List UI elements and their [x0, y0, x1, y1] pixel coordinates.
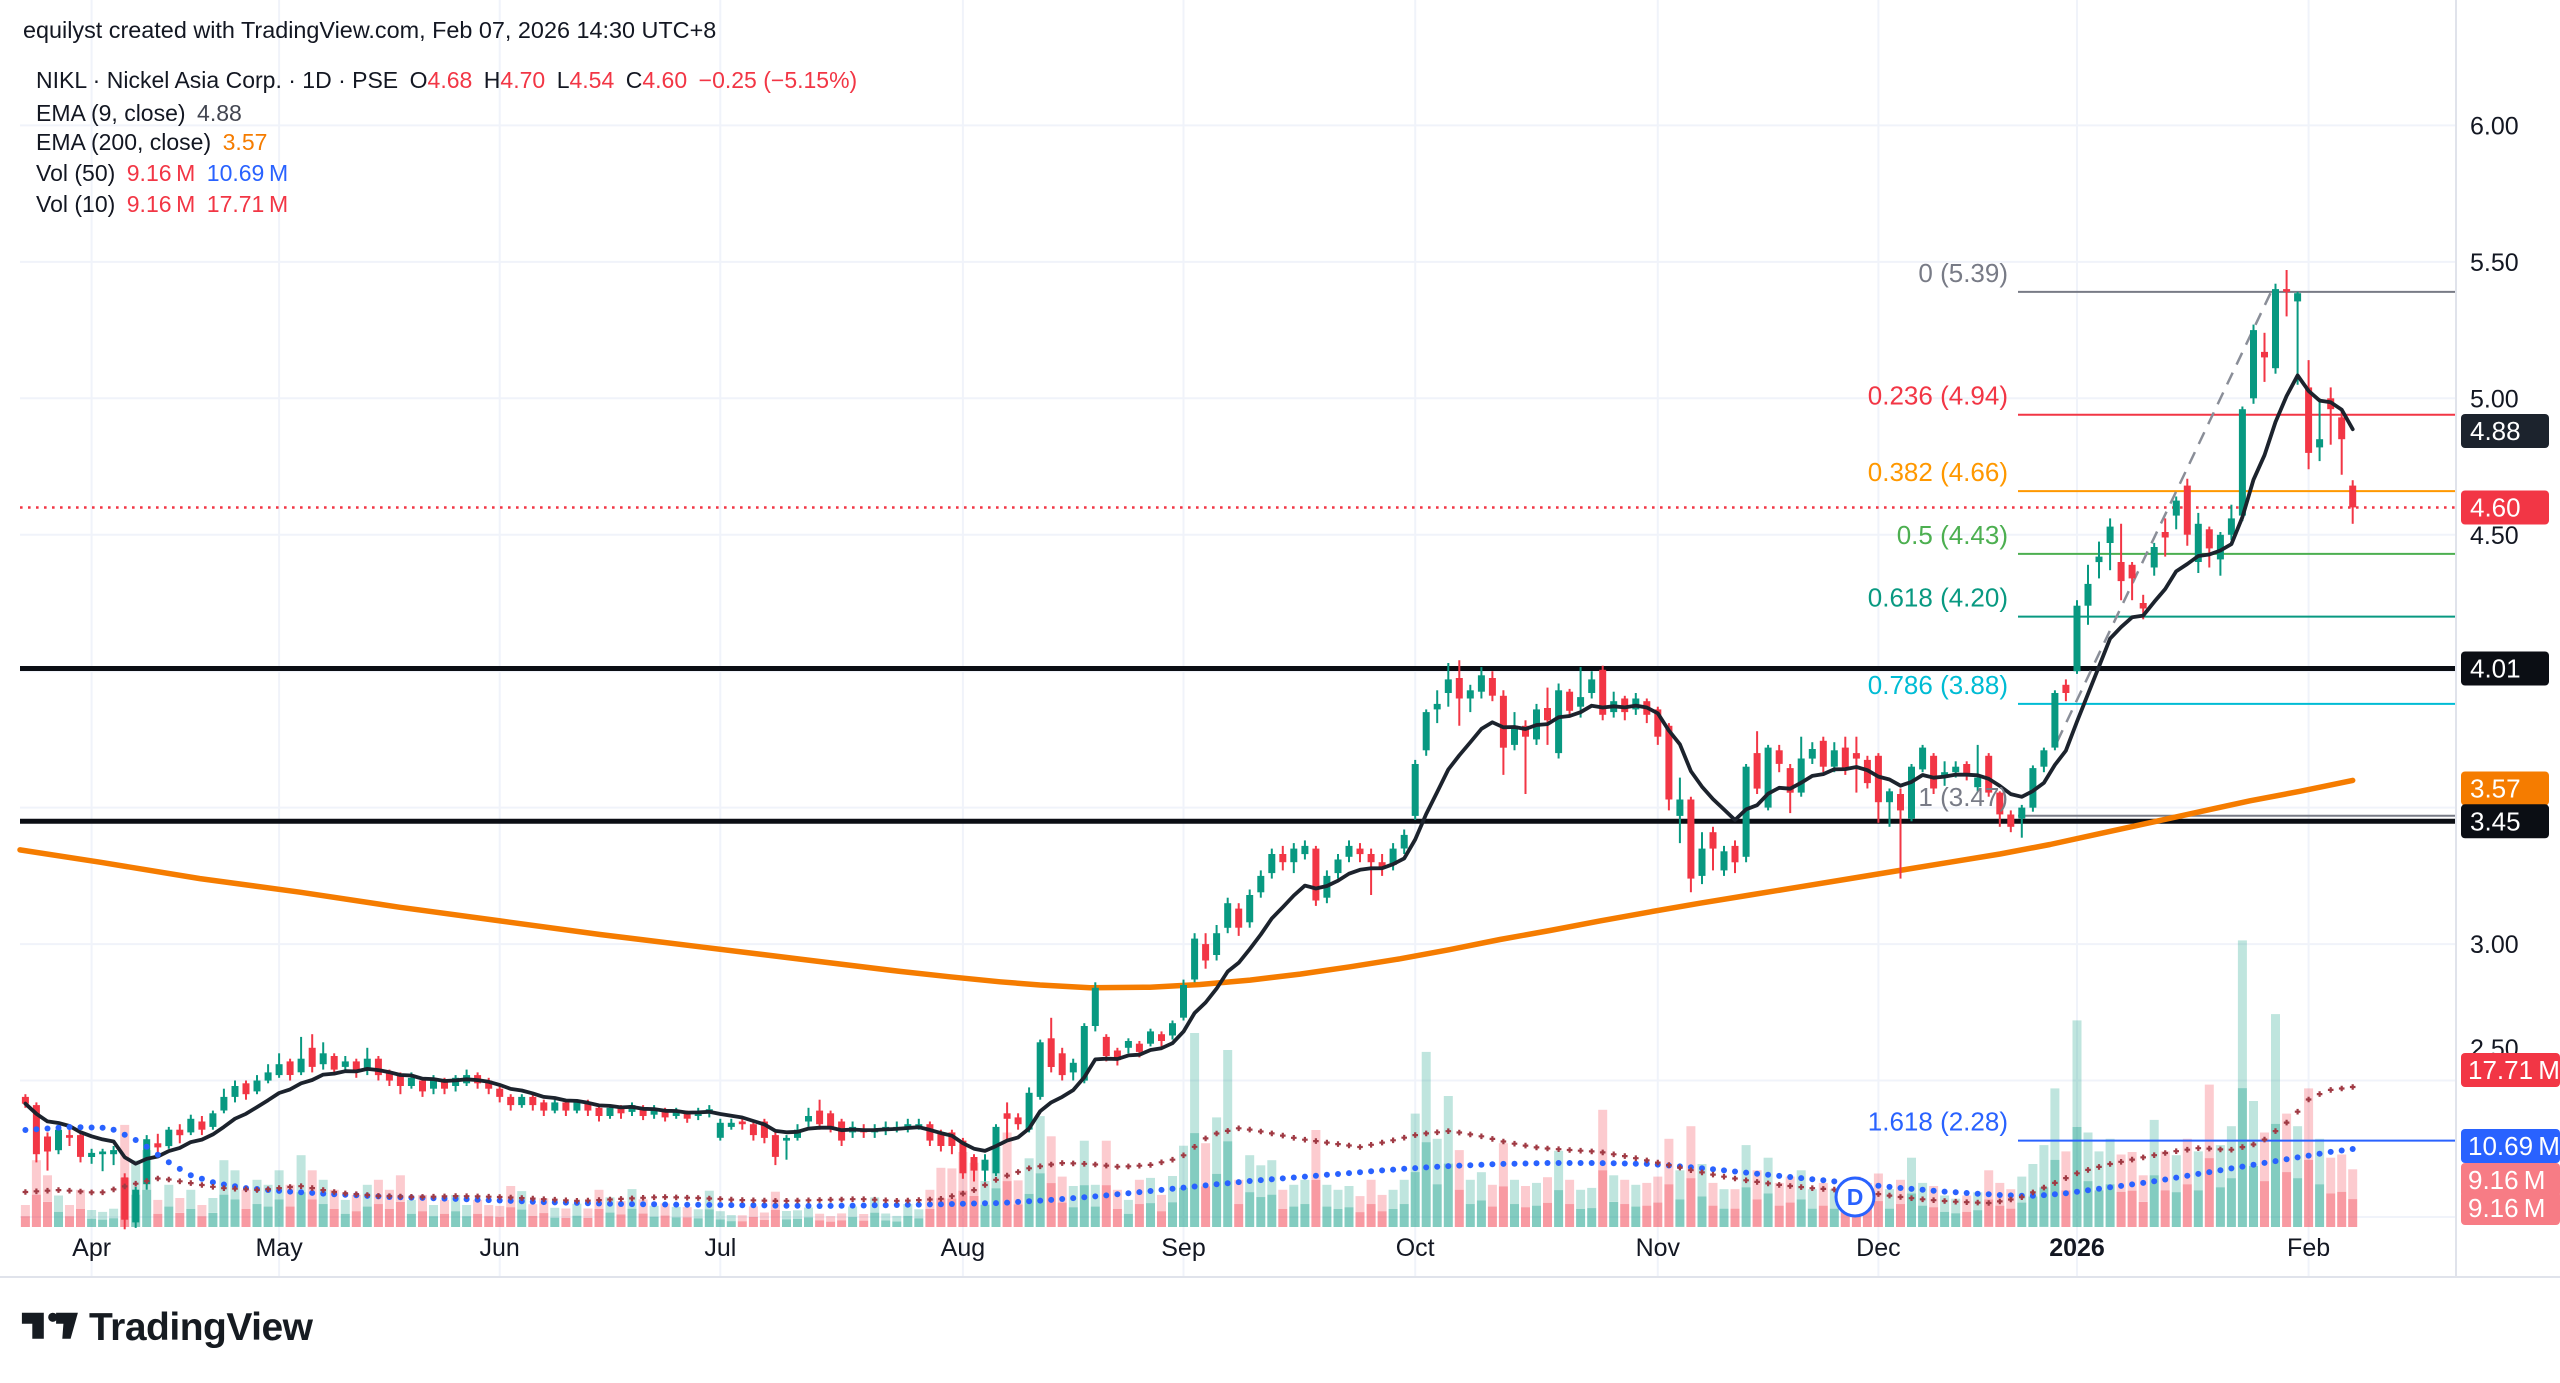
svg-text:0.236 (4.94): 0.236 (4.94) — [1868, 381, 2008, 411]
svg-text:0.618 (4.20): 0.618 (4.20) — [1868, 583, 2008, 613]
svg-text:EMA (200, close) 3.57: EMA (200, close) 3.57 — [36, 129, 267, 155]
svg-text:Jun: Jun — [480, 1234, 520, 1262]
svg-text:4.88: 4.88 — [2470, 416, 2521, 446]
svg-text:TradingView: TradingView — [89, 1306, 314, 1349]
svg-text:4.50: 4.50 — [2470, 522, 2519, 550]
svg-text:10.69 M: 10.69 M — [2468, 1131, 2560, 1161]
svg-text:Apr: Apr — [72, 1234, 111, 1262]
svg-text:Feb: Feb — [2287, 1234, 2330, 1262]
svg-text:May: May — [255, 1234, 303, 1262]
svg-text:0.382 (4.66): 0.382 (4.66) — [1868, 457, 2008, 487]
svg-text:NIKL · Nickel Asia Corp. · 1D: NIKL · Nickel Asia Corp. · 1D · PSE O4.6… — [36, 67, 857, 93]
svg-text:Dec: Dec — [1856, 1234, 1900, 1262]
svg-text:3.45: 3.45 — [2470, 806, 2521, 836]
svg-text:5.50: 5.50 — [2470, 249, 2519, 277]
svg-text:3.00: 3.00 — [2470, 931, 2519, 959]
svg-text:9.16 M: 9.16 M — [2468, 1165, 2545, 1195]
svg-text:2026: 2026 — [2049, 1234, 2105, 1262]
svg-text:1.618 (2.28): 1.618 (2.28) — [1868, 1107, 2008, 1137]
svg-text:Oct: Oct — [1396, 1234, 1435, 1262]
svg-text:5.00: 5.00 — [2470, 385, 2519, 413]
svg-text:4.60: 4.60 — [2470, 493, 2521, 523]
svg-text:0.5 (4.43): 0.5 (4.43) — [1897, 520, 2008, 550]
svg-text:4.01: 4.01 — [2470, 654, 2521, 684]
svg-text:1 (3.47): 1 (3.47) — [1918, 782, 2008, 812]
svg-text:9.16 M: 9.16 M — [2468, 1193, 2545, 1223]
svg-text:Sep: Sep — [1161, 1234, 1205, 1262]
svg-text:Jul: Jul — [704, 1234, 736, 1262]
svg-text:Vol (10) 9.16 M 17.71 M: Vol (10) 9.16 M 17.71 M — [36, 191, 288, 217]
svg-text:0.786 (3.88): 0.786 (3.88) — [1868, 670, 2008, 700]
svg-text:Vol (50) 9.16 M 10.69 M: Vol (50) 9.16 M 10.69 M — [36, 160, 288, 186]
svg-text:equilyst created with TradingV: equilyst created with TradingView.com, F… — [23, 17, 716, 43]
svg-text:Aug: Aug — [941, 1234, 985, 1262]
svg-text:6.00: 6.00 — [2470, 112, 2519, 140]
svg-text:EMA (9, close) 4.88: EMA (9, close) 4.88 — [36, 100, 242, 126]
svg-text:3.57: 3.57 — [2470, 774, 2521, 804]
svg-text:0 (5.39): 0 (5.39) — [1918, 258, 2008, 288]
svg-text:D: D — [1847, 1184, 1864, 1210]
svg-text:17.71 M: 17.71 M — [2468, 1055, 2560, 1085]
svg-text:Nov: Nov — [1636, 1234, 1681, 1262]
